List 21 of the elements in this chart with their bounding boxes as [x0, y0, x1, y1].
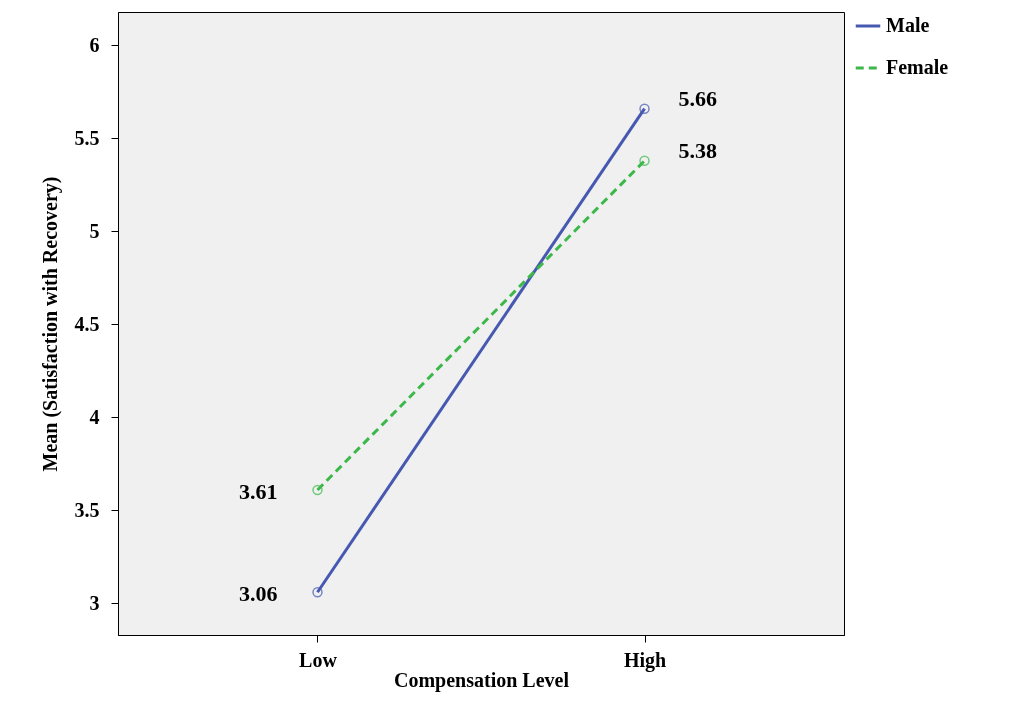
data-label: 5.38 [678, 137, 718, 163]
y-tick-label: 4 [89, 405, 100, 428]
point [639, 155, 650, 166]
x-tick-label: Low [299, 648, 338, 671]
x-tick-label: High [623, 648, 667, 672]
point [639, 103, 650, 114]
y-tick-label: 6 [89, 33, 100, 56]
legend-label: Female [886, 56, 949, 78]
y-tick-label: 3.5 [74, 498, 100, 521]
data-label: 3.61 [238, 478, 278, 504]
y-tick-label: 5 [89, 219, 100, 242]
y-tick-label: 3 [89, 591, 100, 614]
y-axis-title: Mean (Satisfaction with Recovery) [38, 176, 62, 472]
y-tick-label: 4.5 [74, 312, 100, 335]
legend-label: Male [886, 14, 930, 36]
data-label: 5.66 [678, 85, 718, 111]
point [312, 484, 323, 496]
y-tick-label: 5.5 [74, 126, 100, 149]
data-label: 3.06 [238, 581, 278, 607]
x-axis-title: Compensation Level [394, 668, 570, 692]
point [312, 587, 323, 598]
